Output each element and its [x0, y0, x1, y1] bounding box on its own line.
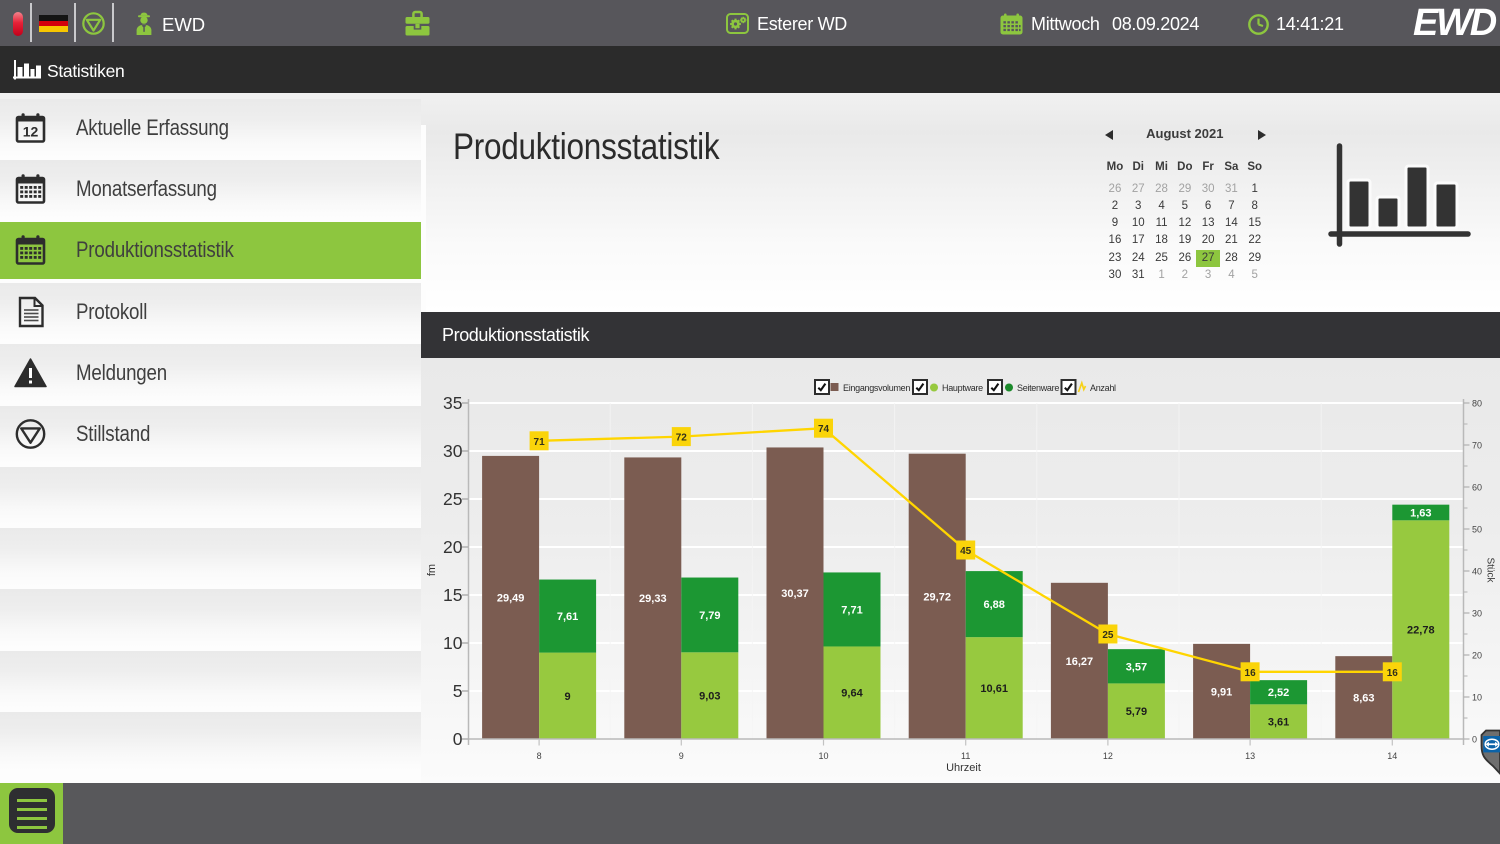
svg-text:30: 30 [1472, 609, 1482, 619]
svg-text:10: 10 [818, 751, 828, 761]
svg-text:10: 10 [1472, 693, 1482, 703]
svg-text:Hauptware: Hauptware [942, 383, 983, 393]
svg-text:14: 14 [1387, 751, 1397, 761]
svg-text:25: 25 [443, 489, 462, 509]
svg-text:22,78: 22,78 [1407, 625, 1435, 637]
svg-text:7,79: 7,79 [699, 610, 720, 622]
svg-text:16,27: 16,27 [1066, 656, 1094, 668]
svg-text:3,61: 3,61 [1268, 717, 1289, 729]
svg-text:12: 12 [1103, 751, 1113, 761]
svg-text:5: 5 [453, 681, 463, 701]
svg-text:9,64: 9,64 [841, 688, 863, 700]
svg-text:30: 30 [443, 441, 463, 461]
svg-text:7,71: 7,71 [841, 604, 862, 616]
svg-text:11: 11 [961, 751, 970, 761]
svg-text:Uhrzeit: Uhrzeit [946, 762, 981, 774]
svg-text:30,37: 30,37 [781, 588, 809, 600]
svg-text:60: 60 [1472, 483, 1482, 493]
svg-text:9,91: 9,91 [1211, 686, 1232, 698]
svg-text:40: 40 [1472, 567, 1482, 577]
svg-text:20: 20 [443, 537, 463, 557]
svg-text:7,61: 7,61 [557, 611, 578, 623]
svg-text:20: 20 [1472, 651, 1482, 661]
svg-text:72: 72 [676, 433, 688, 444]
svg-text:fm: fm [426, 564, 438, 576]
svg-text:Seitenware: Seitenware [1017, 383, 1059, 393]
svg-text:0: 0 [1472, 735, 1477, 745]
svg-text:8,63: 8,63 [1353, 693, 1374, 705]
svg-text:9: 9 [679, 751, 684, 761]
svg-text:0: 0 [453, 729, 463, 749]
svg-text:13: 13 [1245, 751, 1255, 761]
svg-text:45: 45 [960, 546, 972, 557]
svg-text:80: 80 [1472, 399, 1482, 409]
svg-text:9,03: 9,03 [699, 691, 720, 703]
svg-text:74: 74 [818, 424, 830, 435]
svg-text:15: 15 [443, 585, 462, 605]
svg-text:10,61: 10,61 [980, 683, 1008, 695]
svg-text:Stück: Stück [1485, 557, 1496, 583]
svg-text:6,88: 6,88 [983, 599, 1004, 611]
svg-text:3,57: 3,57 [1126, 661, 1147, 673]
svg-text:16: 16 [1245, 668, 1257, 679]
svg-text:12: 12 [23, 123, 39, 139]
svg-text:16: 16 [1387, 668, 1399, 679]
svg-text:Anzahl: Anzahl [1090, 383, 1116, 393]
svg-text:29,72: 29,72 [923, 591, 951, 603]
svg-text:8: 8 [537, 751, 542, 761]
svg-text:70: 70 [1472, 441, 1482, 451]
svg-text:9: 9 [565, 691, 571, 703]
svg-text:1,63: 1,63 [1410, 508, 1431, 520]
svg-text:71: 71 [534, 437, 546, 448]
svg-text:29,33: 29,33 [639, 593, 667, 605]
svg-text:5,79: 5,79 [1126, 706, 1147, 718]
svg-text:Eingangsvolumen: Eingangsvolumen [843, 383, 910, 393]
svg-text:10: 10 [443, 633, 463, 653]
svg-text:50: 50 [1472, 525, 1482, 535]
svg-text:2,52: 2,52 [1268, 687, 1289, 699]
svg-text:25: 25 [1102, 630, 1114, 641]
svg-text:29,49: 29,49 [497, 592, 525, 604]
svg-text:35: 35 [443, 393, 462, 413]
